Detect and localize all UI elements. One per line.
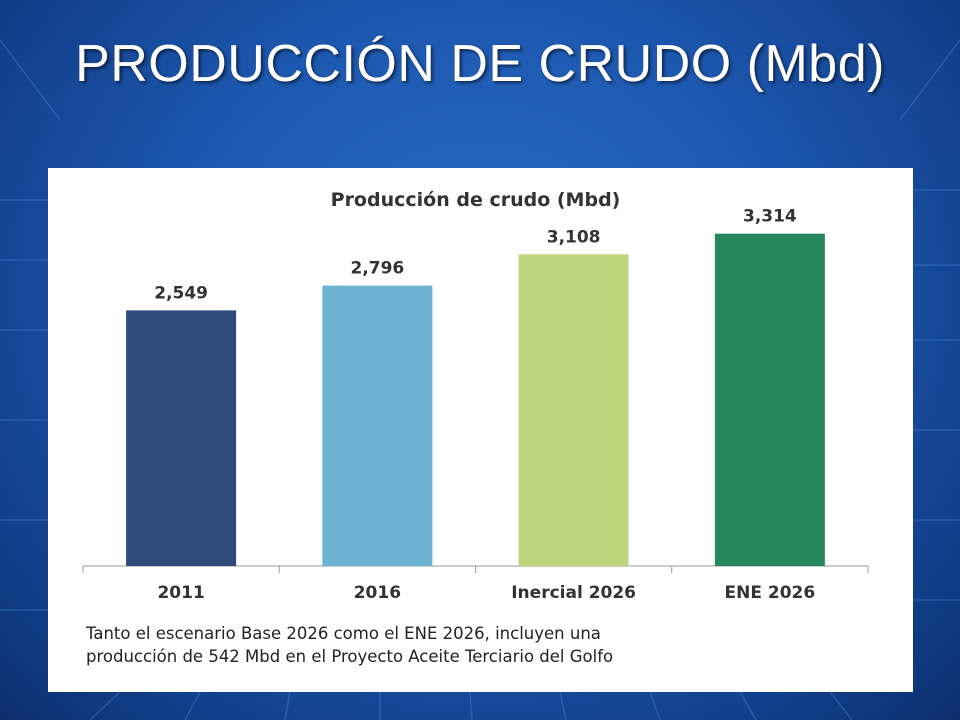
x-tick-label: Inercial 2026: [511, 583, 636, 603]
bar-ene-2026: [714, 233, 825, 566]
bar-inercial-2026: [518, 254, 629, 566]
x-tick-label: ENE 2026: [725, 583, 816, 603]
x-tick-label: 2011: [157, 583, 204, 603]
data-label: 2,796: [350, 259, 404, 279]
data-label: 2,549: [154, 283, 208, 303]
footnote-line-1: Tanto el escenario Base 2026 como el ENE…: [86, 624, 601, 643]
chart-footnote: Tanto el escenario Base 2026 como el ENE…: [86, 622, 886, 668]
data-label: 3,108: [547, 227, 601, 247]
footnote-line-2: producción de 542 Mbd en el Proyecto Ace…: [86, 647, 614, 666]
chart-title: Producción de crudo (Mbd): [331, 189, 621, 211]
bar-chart: Producción de crudo (Mbd) 2,549 2011 2,796 2…: [82, 189, 869, 603]
slide-title: PRODUCCIÓN DE CRUDO (Mbd): [75, 35, 885, 93]
chart-panel: Producción de crudo (Mbd) 2,549 2011 2,796 2…: [48, 168, 913, 692]
data-label: 3,314: [743, 207, 797, 227]
x-tick-label: 2016: [354, 583, 401, 603]
bar-2011: [126, 310, 237, 566]
bar-2016: [322, 285, 433, 566]
